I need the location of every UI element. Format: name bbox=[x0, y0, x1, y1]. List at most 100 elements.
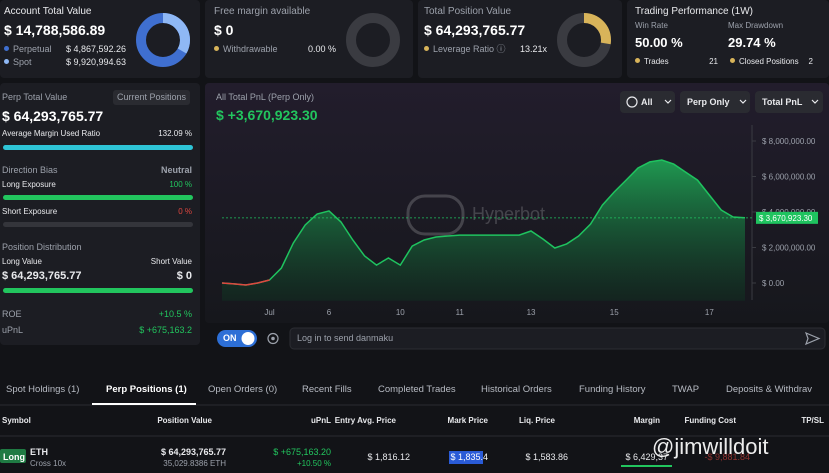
progress-bar bbox=[3, 222, 193, 227]
filter-label[interactable]: Total PnL bbox=[762, 97, 803, 107]
chevrons bbox=[664, 99, 819, 104]
row-value: 0 % bbox=[178, 207, 192, 216]
chat-placeholder: Log in to send danmaku bbox=[297, 333, 394, 343]
send-icon[interactable] bbox=[804, 331, 821, 346]
position-size: 35,029.8386 ETH bbox=[163, 459, 226, 468]
chart-value: $ +3,670,923.30 bbox=[216, 107, 318, 123]
x-tick-label: 11 bbox=[456, 308, 465, 317]
line bbox=[221, 159, 746, 286]
row-value: +10.5 % bbox=[158, 309, 192, 319]
y-tick-label: $ 6,000,000.00 bbox=[762, 173, 816, 182]
label: Withdrawable bbox=[223, 44, 278, 54]
tab[interactable]: Open Orders (0) bbox=[208, 384, 278, 395]
filter-label[interactable]: All bbox=[641, 97, 653, 107]
last-value-box bbox=[756, 211, 818, 224]
section-title: Position Distribution bbox=[2, 242, 82, 252]
negative-segment bbox=[257, 279, 270, 284]
donut bbox=[346, 13, 400, 67]
stat-value: 29.74 % bbox=[728, 35, 776, 50]
stat-label: Win Rate bbox=[635, 21, 668, 30]
mark-price: $ 1,835.4 bbox=[450, 452, 488, 462]
section-title: Direction Bias bbox=[2, 165, 58, 175]
card-value: $ 14,788,586.89 bbox=[4, 22, 106, 38]
y-tick-label: $ 0.00 bbox=[762, 279, 785, 288]
mark-highlight bbox=[449, 451, 483, 464]
row-value: 21 bbox=[709, 57, 718, 66]
side-badge bbox=[0, 449, 26, 463]
column-header: Entry Avg. Price bbox=[334, 416, 396, 425]
card-title: Free margin available bbox=[214, 6, 311, 17]
row-value: $ 9,920,994.63 bbox=[65, 57, 126, 67]
row-label: Long Exposure bbox=[2, 180, 56, 189]
chart-watermark: Hyperbot bbox=[406, 194, 545, 236]
margin-mode: Cross 10x bbox=[30, 459, 67, 468]
x-tick-label: Jul bbox=[264, 308, 274, 317]
filter-button[interactable] bbox=[680, 91, 750, 113]
row-label: Trades bbox=[635, 58, 669, 66]
label: Trades bbox=[644, 57, 669, 66]
row-value: 13.21x bbox=[519, 44, 547, 54]
tab[interactable]: Historical Orders bbox=[481, 384, 552, 395]
row-label: Long Value bbox=[2, 257, 42, 266]
tab[interactable]: Perp Positions (1) bbox=[106, 384, 187, 395]
x-tick-label: 17 bbox=[705, 308, 714, 317]
current-positions-button[interactable]: Current Positions bbox=[113, 90, 191, 105]
donut-segment bbox=[136, 13, 190, 67]
column-header: Margin bbox=[633, 416, 660, 425]
x-tick-label: 6 bbox=[327, 308, 332, 317]
tab[interactable]: Deposits & Withdrav bbox=[726, 384, 813, 395]
tab[interactable]: Completed Trades bbox=[378, 384, 456, 395]
row-value: $ +675,163.2 bbox=[139, 325, 192, 335]
column-header: Position Value bbox=[157, 416, 212, 425]
row-value: 0.00 % bbox=[307, 44, 336, 54]
column-header: Funding Cost bbox=[684, 416, 736, 425]
card-title: Trading Performance (1W) bbox=[635, 6, 753, 17]
row-label: Withdrawable bbox=[214, 45, 278, 54]
card-value: $ 64,293,765.77 bbox=[424, 22, 526, 38]
stat-label: Max Drawdown bbox=[728, 21, 784, 30]
chart-title: All Total PnL (Perp Only) bbox=[216, 92, 315, 102]
filter-button[interactable] bbox=[620, 91, 675, 113]
position-value: $ 64,293,765.77 bbox=[160, 447, 226, 457]
label: Leverage Ratio bbox=[433, 44, 495, 54]
row-label: Short Value bbox=[150, 257, 192, 266]
settings-icon[interactable] bbox=[267, 332, 279, 345]
row-label: Spot bbox=[4, 58, 32, 67]
tab[interactable]: Recent Fills bbox=[302, 384, 352, 395]
last-value-label: $ 3,670,923.30 bbox=[759, 214, 813, 223]
column-header: Mark Price bbox=[447, 416, 488, 425]
negative-segment bbox=[221, 282, 234, 285]
donut-segment bbox=[557, 13, 611, 67]
row-label: ROE bbox=[2, 309, 22, 319]
row-value: $ 4,867,592.26 bbox=[65, 44, 126, 54]
tab[interactable]: TWAP bbox=[672, 384, 700, 395]
row-label: uPnL bbox=[2, 325, 24, 335]
toggle-label: ON bbox=[223, 333, 237, 343]
side: Long bbox=[3, 452, 25, 462]
row-label: Perpetual bbox=[4, 45, 52, 54]
tab[interactable]: Funding History bbox=[579, 384, 646, 395]
progress-bar bbox=[3, 195, 193, 200]
row-value: 132.09 % bbox=[158, 129, 192, 138]
label: Perpetual bbox=[13, 44, 52, 54]
watermark: @jimwilldoit bbox=[652, 434, 769, 459]
row-value: 2 bbox=[808, 57, 813, 66]
short-value: $ 0 bbox=[176, 270, 192, 282]
column-header: TP/SL bbox=[801, 416, 824, 425]
column-header: uPnL bbox=[311, 416, 331, 425]
panel-value: $ 64,293,765.77 bbox=[2, 108, 104, 124]
card-title: Account Total Value bbox=[4, 6, 92, 17]
tab[interactable]: Spot Holdings (1) bbox=[6, 384, 80, 395]
area bbox=[222, 160, 745, 301]
upnl: $ +675,163.20 bbox=[273, 447, 331, 457]
chat-input[interactable] bbox=[289, 327, 826, 350]
clock-icon bbox=[626, 96, 638, 108]
column-header: Liq. Price bbox=[518, 416, 555, 425]
filter-button[interactable] bbox=[755, 91, 823, 113]
y-tick-label: $ 2,000,000.00 bbox=[762, 244, 816, 253]
row-label: Short Exposure bbox=[2, 207, 58, 216]
filter-label[interactable]: Perp Only bbox=[687, 97, 730, 107]
funding-cost: -$ 9,881.84 bbox=[704, 452, 750, 462]
negative-segment bbox=[245, 282, 258, 286]
